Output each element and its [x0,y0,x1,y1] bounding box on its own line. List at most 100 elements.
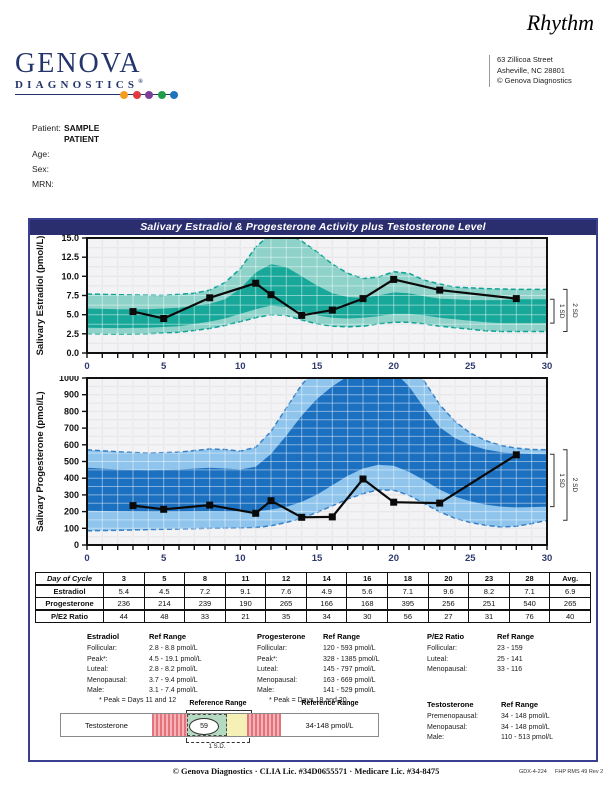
table-cell: 540 [508,597,551,611]
ref-range-row: Male: 141 - 529 pmol/L [257,687,376,695]
data-point [267,497,275,505]
table-cell: 7.2 [184,584,226,598]
day-header: 28 [508,572,551,586]
svg-text:400: 400 [64,473,79,483]
reference-range-label: Reference Range [189,700,247,707]
sd-bracket-label: 2 SD [571,303,578,318]
results-table: Day of Cycle 3 5 8 11 12 14 16 18 20 23 28 Avg. Estra… [35,572,591,623]
ref-range-testosterone: Testosterone Ref Range Premenopausal: 34 - … [427,700,597,744]
testosterone-label: Testosterone [85,720,128,730]
svg-text:0: 0 [84,361,89,372]
table-cell: 30 [346,609,389,623]
table-cell: 21 [224,609,267,623]
svg-text:30: 30 [542,361,553,372]
day-header: 8 [184,572,226,586]
table-cell: 35 [265,609,307,623]
logo-dots [120,90,178,99]
ref-range-row: Luteal: 25 - 141 [427,655,523,663]
data-point [436,499,444,507]
logo-wordmark: GENOVA [15,48,142,79]
table-cell: 239 [184,597,226,611]
table-cell: 56 [387,609,429,623]
age-label: Age: [32,149,50,159]
ref-range-row: Menopausal: 3.7 - 9.4 pmol/L [87,676,198,684]
borderline-zone [227,714,247,736]
row-label: Progesterone [35,597,104,611]
table-cell: 190 [224,597,267,611]
ref-range-row: Male: 3.1 - 7.4 pmol/L [87,687,198,695]
svg-text:25: 25 [465,553,476,564]
svg-text:0: 0 [74,540,79,550]
ref-range-row: Luteal: 2.8 - 8.2 pmol/L [87,666,198,674]
data-point [359,295,367,303]
svg-text:900: 900 [64,390,79,400]
table-cell: 214 [143,597,186,611]
day-header: 5 [143,572,186,586]
svg-text:10: 10 [235,553,246,564]
ref-range-footnote: * Peak = Days 18 and 20 [269,697,347,705]
data-point [359,475,367,483]
ref-range-progesterone: Progesterone Ref Range Follicular: 120 - 59… [257,632,425,707]
data-point [390,498,398,506]
svg-text:0: 0 [84,553,89,564]
sd-bracket-label: 1 SD [558,473,565,488]
svg-text:15: 15 [312,361,323,372]
day-header: 16 [346,572,389,586]
ref-range-row: Menopausal: 33 - 116 [427,666,523,674]
data-point [129,308,137,316]
ref-range-heading: Progesterone Ref Range [257,632,361,641]
data-point [512,451,520,459]
logo-dot [170,90,178,99]
genova-logo: GENOVA DIAGNOSTICS® [15,50,185,104]
sd-bracket [550,453,555,508]
footer-doc-code: GDX-4-224 [519,769,547,775]
table-cell: 251 [468,597,510,611]
ref-range-row: Menopausal: 34 - 148 pmol/L [427,723,550,731]
logo-dot [145,90,153,99]
row-label: P/E2 Ratio [35,609,104,623]
reference-bands [87,238,547,353]
svg-text:15: 15 [312,553,323,564]
mrn-label: MRN: [32,179,54,189]
report-title: Salivary Estradiol & Progesterone Activi… [30,220,596,235]
table-cell: 168 [346,597,389,611]
ref-range-footnote: * Peak = Days 11 and 12 [99,697,177,705]
ref-range-heading: Testosterone Ref Range [427,700,539,709]
svg-text:600: 600 [64,440,79,450]
logo-dot [132,90,141,99]
svg-text:20: 20 [388,553,399,564]
svg-text:5: 5 [161,361,167,372]
sex-label: Sex: [32,164,50,174]
svg-text:10: 10 [235,361,246,372]
ref-range-row: Follicular: 120 - 593 pmol/L [257,645,376,653]
svg-text:500: 500 [64,457,79,467]
data-point [436,286,444,294]
footer-license-text: © Genova Diagnostics · CLIA Lic. #34D065… [172,766,440,776]
svg-text:5.0: 5.0 [66,310,79,320]
address-line: Asheville, NC 28801 [497,65,565,75]
patient-label: Patient: [32,123,61,133]
testosterone-value: 59 [200,722,208,730]
data-point [298,513,306,521]
ref-range-row: Premenopausal: 34 - 148 pmol/L [427,713,550,721]
table-cell: 265 [265,597,307,611]
high-zone [247,714,281,736]
data-point [129,502,137,510]
estradiol-chart-svg: 15.0 12.5 10.0 7.5 5.0 2.5 0.0 0 5 10 15 20 25 30 Sali… [35,234,578,372]
ref-range-estradiol: Estradiol Ref Range Follicular: 2.8 - 8.8 p… [87,632,253,707]
table-cell: 395 [387,597,429,611]
report-box: Salivary Estradiol & Progesterone Activi… [28,218,598,762]
lab-address: 63 Zillicoa Street Asheville, NC 28801 ©… [489,55,572,87]
logo-rule [15,90,178,104]
table-cell: 256 [427,597,470,611]
sd-label: 1 S.D. [208,744,226,750]
svg-text:800: 800 [64,406,79,416]
patient-block: Patient: SAMPLE PATIENT Age: Sex: MRN: [32,123,99,190]
svg-text:0.0: 0.0 [66,348,79,358]
table-cell: 44 [103,609,145,623]
data-point [252,509,260,517]
table-cell: 7.1 [387,584,429,598]
svg-text:100: 100 [64,523,79,533]
low-zone [152,714,187,736]
